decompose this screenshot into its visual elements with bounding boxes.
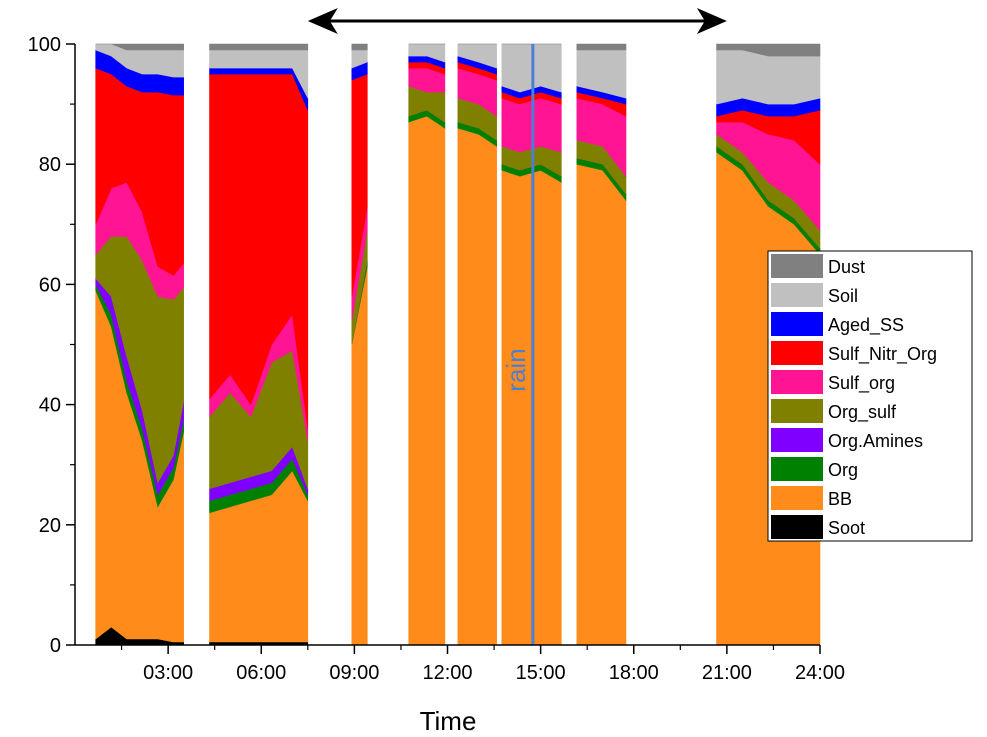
segment-4 [457,43,497,646]
x-tick-label-1800: 18:00 [609,662,659,684]
area-bb-seg-6 [576,163,627,646]
legend: Dust Soil Aged_SS Sulf_Nitr_Org Sulf_org Org_… [767,250,973,542]
x-tick-label-1500: 15:00 [516,662,566,684]
period-arrow-left-head [307,8,338,34]
legend-label-soot: Soot [828,518,865,538]
legend-label-aged-ss: Aged_SS [828,315,904,336]
x-tick-label-2400: 24:00 [795,662,845,684]
area-dust-seg-1 [209,43,309,51]
rain-label: rain [501,348,531,391]
axis-layer: 0 20 40 60 80 100 03:00 06:00 09:00 12:00 15:00 18:… [28,34,845,684]
y-tick-label-100: 100 [28,34,61,56]
segment-0 [95,43,184,646]
legend-label-sulf-nitr-org: Sulf_Nitr_Org [828,344,937,365]
y-tick-label-60: 60 [39,274,61,296]
legend-swatch-sulf-nitr-org [771,341,823,365]
area-soil-seg-7 [716,49,821,105]
y-tick-label-0: 0 [50,635,61,657]
legend-swatch-soot [771,515,823,539]
legend-label-org-amines: Org.Amines [828,431,923,451]
legend-label-soil: Soil [828,286,858,306]
legend-swatch-org-amines [771,428,823,452]
stacked-area-layer [95,43,821,646]
area-dust-seg-0 [95,43,184,51]
x-tick-label-0600: 06:00 [236,662,286,684]
area-bb-seg-4 [457,127,497,646]
area-dust-seg-2 [351,43,368,51]
segment-6 [576,43,627,646]
x-tick-label-2100: 21:00 [702,662,752,684]
segment-3 [408,43,446,646]
segment-2 [351,43,368,646]
area-bb-seg-3 [408,115,446,646]
legend-label-sulf-org: Sulf_org [828,373,895,394]
x-tick-label-0300: 03:00 [143,662,193,684]
annotation-layer: rain [307,8,727,645]
y-tick-label-20: 20 [39,515,61,537]
legend-swatch-org-sulf [771,399,823,423]
y-tick-label-80: 80 [39,154,61,176]
area-dust-seg-6 [576,43,627,51]
legend-label-org-sulf: Org_sulf [828,402,897,423]
legend-swatch-sulf-org [771,370,823,394]
period-arrow-right-head [696,8,727,34]
legend-swatch-aged-ss [771,312,823,336]
x-tick-label-1200: 12:00 [422,662,472,684]
legend-swatch-org [771,457,823,481]
segment-1 [209,43,309,646]
legend-label-bb: BB [828,489,852,509]
legend-label-dust: Dust [828,257,865,277]
x-axis-title: Time [420,706,477,736]
y-tick-label-40: 40 [39,395,61,417]
area-dust-seg-7 [716,43,821,57]
x-tick-label-0900: 09:00 [329,662,379,684]
legend-swatch-soil [771,283,823,307]
legend-swatch-bb [771,486,823,510]
legend-swatch-dust [771,254,823,278]
legend-label-org: Org [828,460,858,480]
